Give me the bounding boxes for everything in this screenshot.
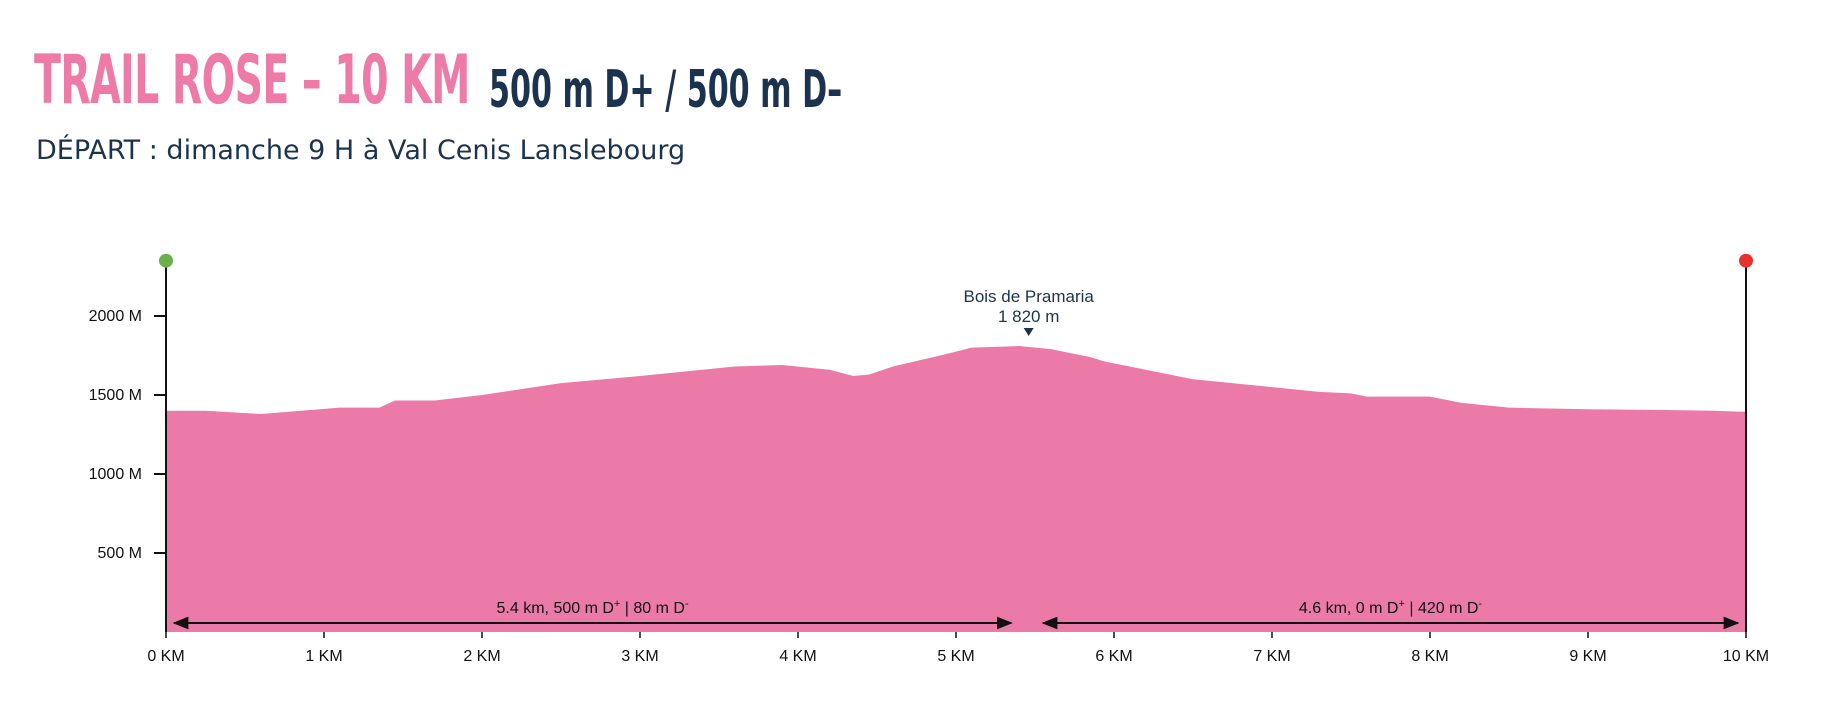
elevation-area	[166, 346, 1746, 632]
start-marker	[159, 253, 173, 268]
x-tick-label: 9 KM	[1569, 648, 1606, 665]
summit-elevation: 1 820 m	[998, 307, 1059, 326]
y-tick-label: 1000 M	[89, 466, 142, 483]
summit-pointer	[1023, 328, 1034, 336]
x-tick-label: 0 KM	[147, 648, 184, 665]
x-tick-label: 1 KM	[305, 648, 342, 665]
summit-name: Bois de Pramaria	[963, 287, 1094, 306]
x-tick-label: 4 KM	[779, 648, 816, 665]
x-tick-label: 7 KM	[1253, 648, 1290, 665]
page-subtitle: DÉPART : dimanche 9 H à Val Cenis Lansle…	[36, 135, 686, 166]
x-tick-label: 8 KM	[1411, 648, 1448, 665]
y-tick-label: 1500 M	[89, 387, 142, 404]
segment-label: 4.6 km, 0 m D+ | 420 m D-	[1299, 598, 1483, 617]
x-tick-label: 2 KM	[463, 648, 500, 665]
y-tick-label: 2000 M	[89, 308, 142, 325]
x-tick-label: 6 KM	[1095, 648, 1132, 665]
page-title: TRAIL ROSE – 10 KM	[34, 41, 470, 120]
x-tick-label: 3 KM	[621, 648, 658, 665]
segment-label: 5.4 km, 500 m D+ | 80 m D-	[497, 598, 689, 617]
elevation-summary: 500 m D+ / 500 m D–	[489, 60, 843, 120]
x-tick-label: 10 KM	[1723, 648, 1769, 665]
finish-marker	[1739, 253, 1753, 268]
y-tick-label: 500 M	[98, 545, 142, 562]
x-tick-label: 5 KM	[937, 648, 974, 665]
